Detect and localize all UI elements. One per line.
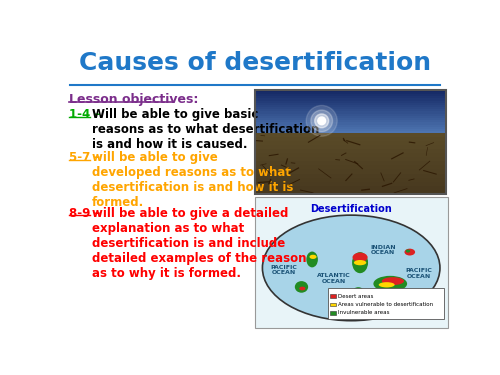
Bar xyxy=(254,100,446,103)
Ellipse shape xyxy=(306,252,318,267)
Bar xyxy=(328,288,444,319)
Text: 5-7 –: 5-7 – xyxy=(68,151,104,164)
Text: Causes of desertification: Causes of desertification xyxy=(78,51,431,75)
Ellipse shape xyxy=(300,286,306,290)
Bar xyxy=(254,197,448,328)
Bar xyxy=(330,294,336,297)
Bar xyxy=(254,105,446,107)
Ellipse shape xyxy=(352,253,368,262)
Text: INDIAN
OCEAN: INDIAN OCEAN xyxy=(370,244,396,255)
Bar xyxy=(254,190,446,194)
Ellipse shape xyxy=(354,260,366,265)
Bar xyxy=(254,109,446,111)
Text: will be able to give
developed reasons as to what
desertification is and how it : will be able to give developed reasons a… xyxy=(92,151,294,209)
Bar xyxy=(254,170,446,174)
Text: Will be able to give basic
reasons as to what desertification
is and how it is c: Will be able to give basic reasons as to… xyxy=(92,108,320,151)
Bar xyxy=(254,90,446,194)
Bar xyxy=(254,129,446,131)
Bar xyxy=(254,116,446,118)
Bar xyxy=(254,107,446,109)
Ellipse shape xyxy=(310,255,316,259)
Bar xyxy=(254,114,446,116)
Bar xyxy=(254,122,446,124)
Circle shape xyxy=(318,117,326,125)
Ellipse shape xyxy=(404,249,415,255)
Ellipse shape xyxy=(352,252,368,273)
Bar xyxy=(254,182,446,186)
Text: PACIFIC
OCEAN: PACIFIC OCEAN xyxy=(270,265,297,275)
Bar xyxy=(254,153,446,158)
Bar xyxy=(254,134,446,137)
Bar xyxy=(254,177,446,182)
Text: ATLANTIC
OCEAN: ATLANTIC OCEAN xyxy=(316,273,350,284)
Ellipse shape xyxy=(378,282,394,288)
Text: Desertification: Desertification xyxy=(310,204,392,214)
Bar xyxy=(254,162,446,165)
Text: Desert areas: Desert areas xyxy=(338,294,374,298)
Ellipse shape xyxy=(374,276,407,292)
Bar xyxy=(254,149,446,153)
Circle shape xyxy=(314,114,328,128)
Bar xyxy=(254,186,446,190)
Bar xyxy=(254,120,446,122)
Bar xyxy=(254,158,446,162)
Bar xyxy=(330,303,336,306)
Text: Invulnerable areas: Invulnerable areas xyxy=(338,310,390,315)
Bar xyxy=(254,90,446,92)
Bar xyxy=(254,94,446,96)
Text: Areas vulnerable to desertification: Areas vulnerable to desertification xyxy=(338,302,433,307)
Circle shape xyxy=(311,110,332,132)
Ellipse shape xyxy=(262,215,440,321)
Text: 8-9 –: 8-9 – xyxy=(68,207,104,220)
Text: Lesson objectives:: Lesson objectives: xyxy=(68,93,198,106)
Bar xyxy=(330,311,336,315)
Text: PACIFIC
OCEAN: PACIFIC OCEAN xyxy=(405,268,432,279)
Bar xyxy=(254,137,446,141)
Bar xyxy=(254,124,446,127)
Bar xyxy=(254,165,446,170)
Text: will be able to give a detailed
explanation as to what
desertification is and in: will be able to give a detailed explanat… xyxy=(92,207,314,280)
Bar xyxy=(254,131,446,134)
Bar xyxy=(254,146,446,149)
Ellipse shape xyxy=(406,249,410,253)
Bar xyxy=(254,174,446,177)
Bar xyxy=(254,127,446,129)
Bar xyxy=(254,141,446,146)
Ellipse shape xyxy=(295,281,308,293)
Text: 1-4 –: 1-4 – xyxy=(68,108,104,121)
Bar xyxy=(254,103,446,105)
Bar xyxy=(254,118,446,120)
Ellipse shape xyxy=(353,287,364,295)
Bar xyxy=(254,96,446,98)
Bar xyxy=(254,111,446,114)
Ellipse shape xyxy=(382,277,404,285)
Bar xyxy=(254,92,446,94)
Circle shape xyxy=(306,105,337,136)
Bar xyxy=(254,98,446,100)
